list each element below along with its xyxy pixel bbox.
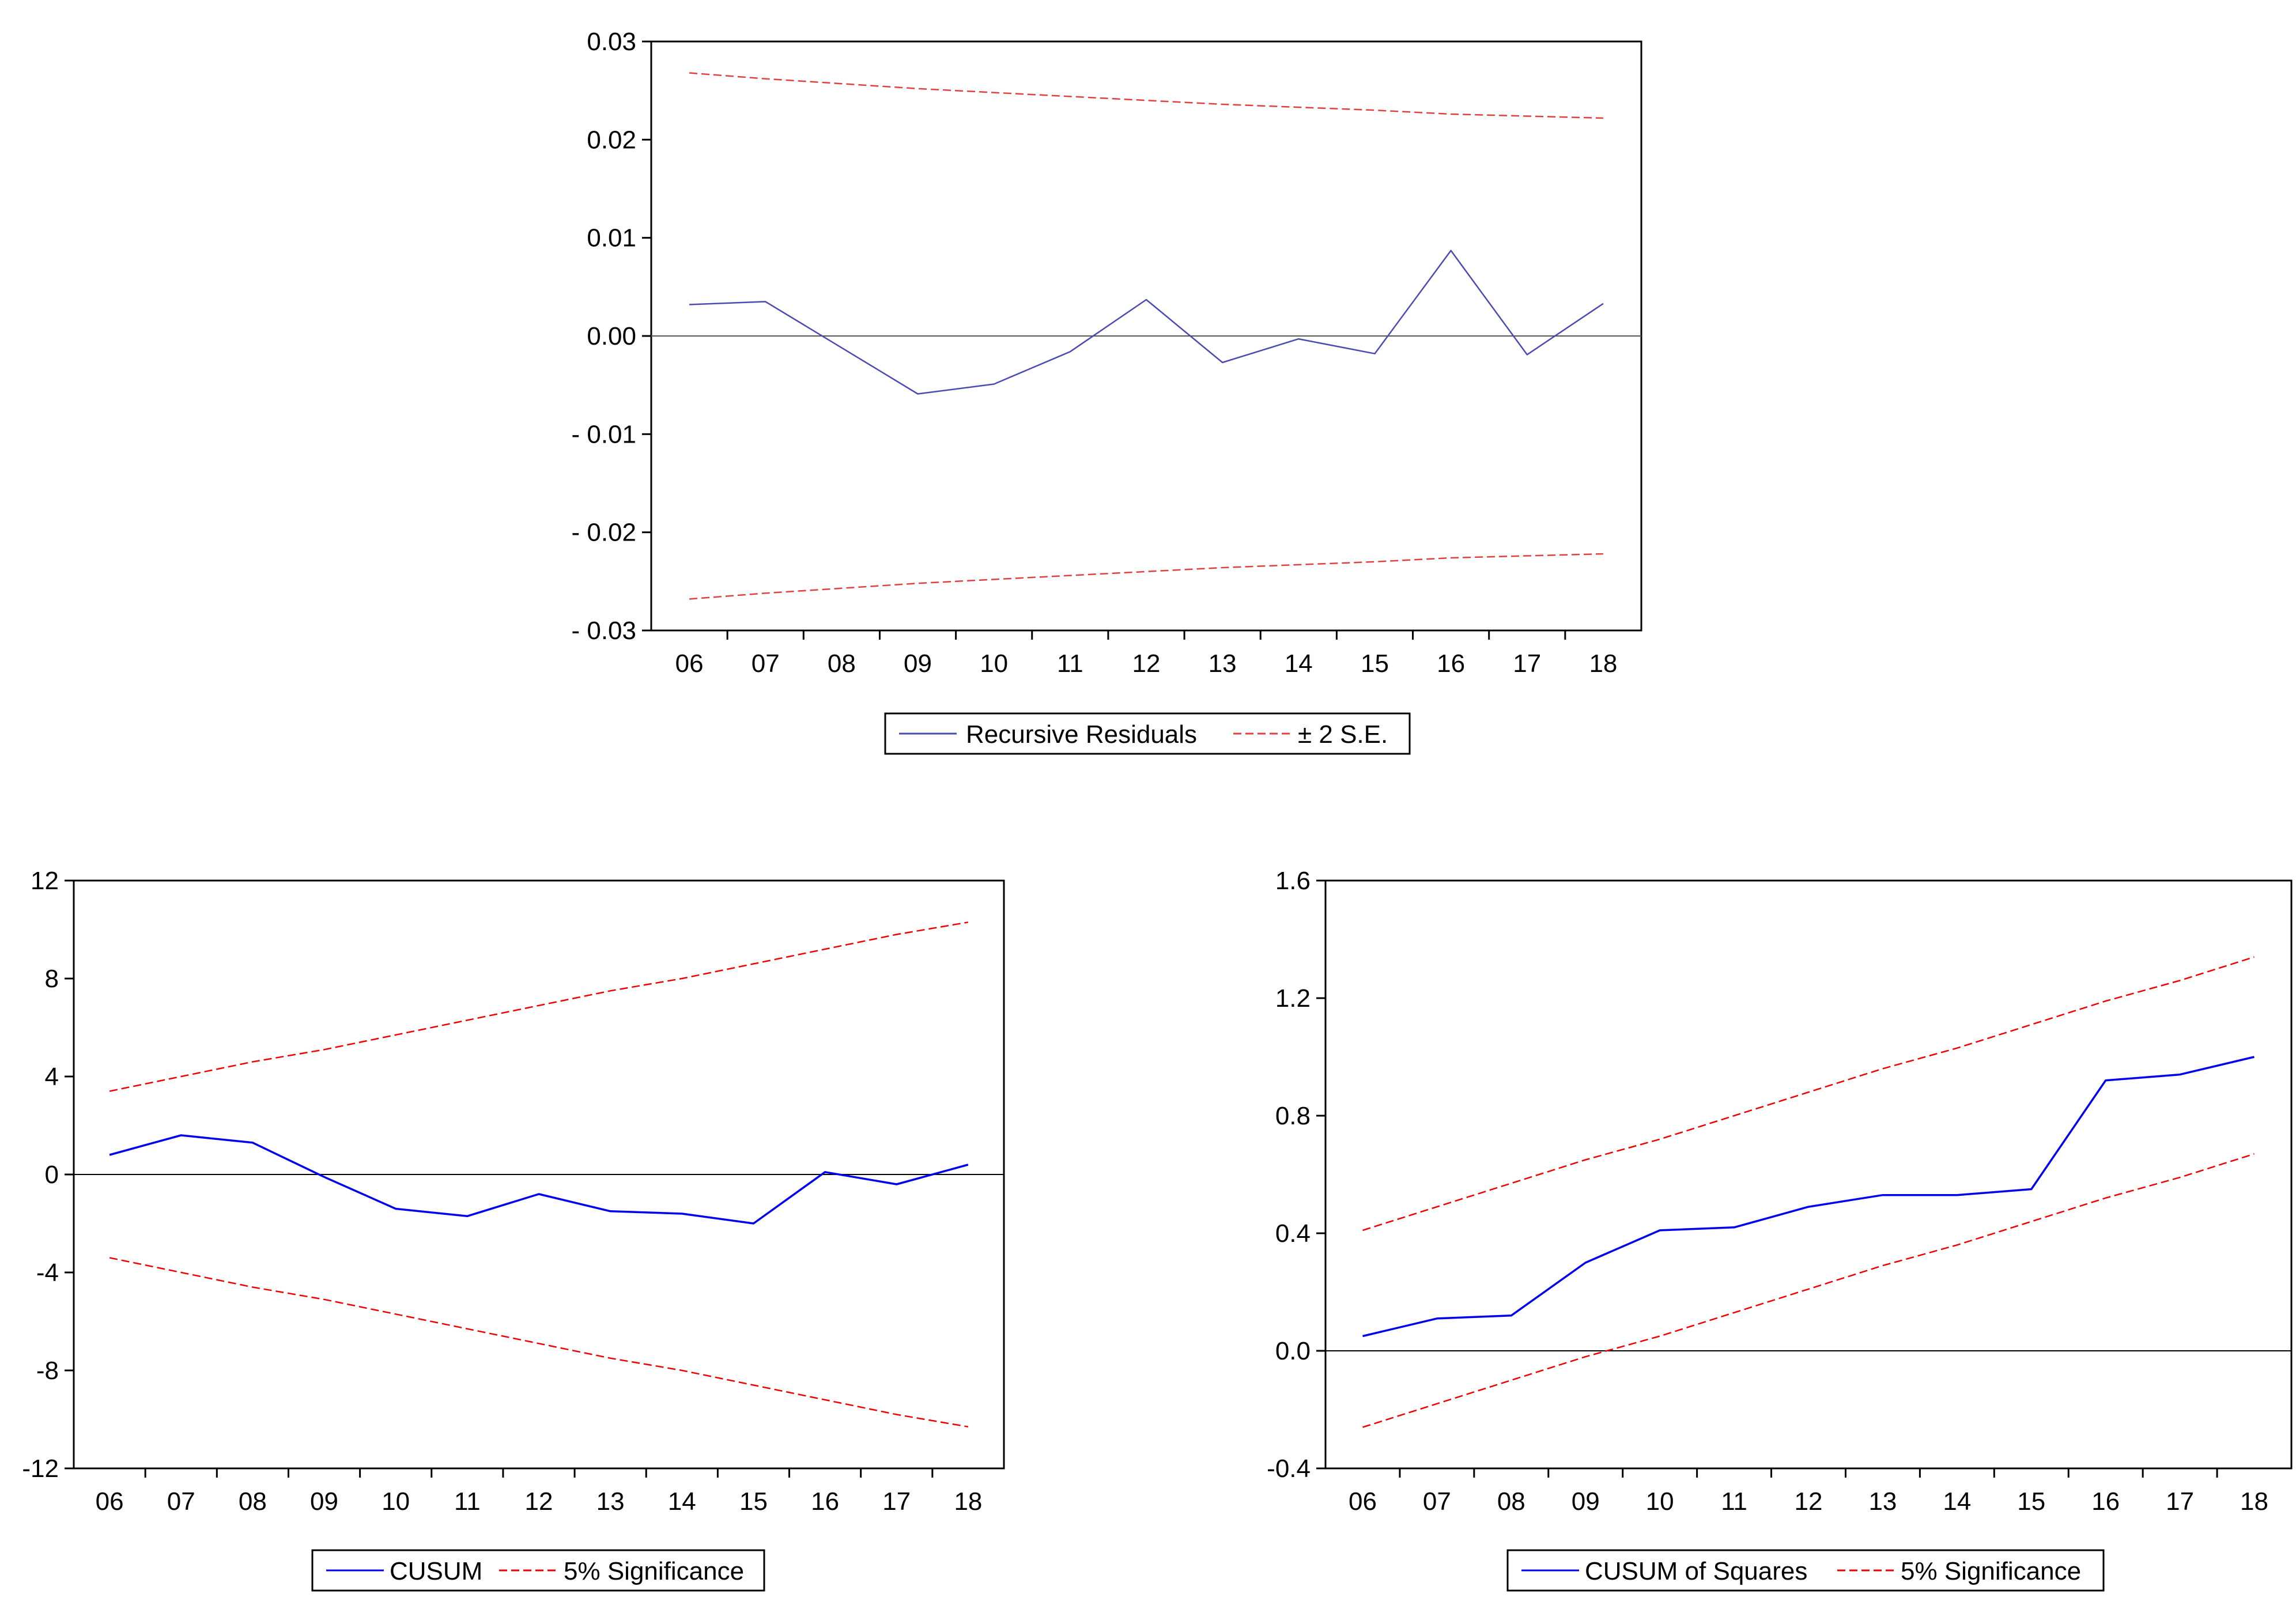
- y-tick-label: 0.4: [1275, 1219, 1311, 1248]
- y-tick-label: - 0.02: [571, 519, 636, 547]
- y-tick-label: -8: [36, 1357, 59, 1385]
- chart-marks: [651, 72, 1641, 600]
- legend: Recursive Residuals ± 2 S.E.: [884, 712, 1411, 755]
- y-tick-label: -0.4: [1267, 1455, 1311, 1483]
- x-tick-label: 11: [454, 1487, 481, 1516]
- x-tick-label: 12: [525, 1487, 553, 1516]
- x-tick-label: 16: [2091, 1487, 2120, 1516]
- x-tick-label: 17: [1513, 649, 1541, 678]
- x-tick-label: 13: [1868, 1487, 1897, 1516]
- y-tick-label: -12: [22, 1455, 59, 1483]
- x-tick-label: 14: [1943, 1487, 1971, 1516]
- x-tick-label: 10: [382, 1487, 410, 1516]
- lower-band-line: [689, 553, 1603, 600]
- axis-ticks: 06 07 08 09 10 11 12 13 14 15 16 17 18 0.03 0.02 0.01 0.…: [571, 28, 1617, 678]
- x-tick-label: 08: [1497, 1487, 1525, 1516]
- legend-label-significance: 5% Significance: [564, 1557, 744, 1585]
- y-tick-label: 0.02: [587, 126, 636, 154]
- y-tick-label: 0.00: [587, 322, 636, 350]
- x-tick-label: 07: [752, 649, 780, 678]
- x-tick-label: 18: [954, 1487, 982, 1516]
- axis-ticks: 06 07 08 09 10 11 12 13 14 15 16 17 18 1.6 1.2 0.8 0.4 0.…: [1267, 867, 2268, 1516]
- legend: CUSUM 5% Significance: [311, 1549, 765, 1592]
- x-tick-label: 16: [811, 1487, 839, 1516]
- legend-box: [1506, 1549, 2105, 1592]
- x-tick-label: 12: [1795, 1487, 1823, 1516]
- upper-band-line: [109, 921, 969, 1092]
- x-tick-label: 18: [2240, 1487, 2268, 1516]
- x-tick-label: 14: [1285, 649, 1313, 678]
- x-tick-label: 09: [310, 1487, 338, 1516]
- x-tick-label: 07: [1423, 1487, 1451, 1516]
- legend-label-residuals: Recursive Residuals: [966, 720, 1197, 749]
- lower-band-line: [1362, 1153, 2255, 1428]
- y-tick-label: 4: [45, 1063, 59, 1091]
- x-tick-label: 09: [1572, 1487, 1600, 1516]
- y-tick-label: 1.2: [1275, 984, 1311, 1013]
- y-tick-label: 0.0: [1275, 1337, 1311, 1365]
- x-tick-label: 06: [96, 1487, 124, 1516]
- legend-box: [884, 712, 1411, 755]
- y-tick-label: 1.6: [1275, 867, 1311, 895]
- x-tick-label: 10: [980, 649, 1008, 678]
- series-line-cusum: [109, 1134, 969, 1225]
- x-tick-label: 07: [167, 1487, 195, 1516]
- y-tick-label: - 0.01: [571, 420, 636, 448]
- y-tick-label: 8: [45, 965, 59, 993]
- y-tick-label: 0.01: [587, 224, 636, 252]
- upper-band-line: [1362, 956, 2255, 1232]
- legend-label-significance: 5% Significance: [1901, 1557, 2081, 1585]
- x-tick-label: 16: [1437, 649, 1465, 678]
- x-tick-label: 17: [882, 1487, 911, 1516]
- x-tick-label: 14: [668, 1487, 696, 1516]
- x-tick-label: 11: [1057, 649, 1083, 678]
- lower-band-line: [109, 1257, 969, 1428]
- legend: CUSUM of Squares 5% Significance: [1506, 1549, 2105, 1592]
- x-tick-label: 13: [1209, 649, 1237, 678]
- x-tick-label: 11: [1721, 1487, 1747, 1516]
- x-tick-label: 06: [1349, 1487, 1377, 1516]
- plot-frame: [1324, 879, 2293, 1470]
- y-tick-label: 0: [45, 1161, 59, 1189]
- x-tick-label: 15: [739, 1487, 768, 1516]
- x-tick-label: 06: [675, 649, 704, 678]
- x-tick-label: 08: [239, 1487, 267, 1516]
- series-line-recursive-residuals: [689, 250, 1604, 395]
- cusum-chart: 06 07 08 09 10 11 12 13 14 15 16 17 18 12 8 4 0 -4 -8 -12 C…: [22, 867, 1005, 1592]
- legend-label-cusum-squares: CUSUM of Squares: [1585, 1557, 1807, 1585]
- legend-label-se-band: ± 2 S.E.: [1298, 720, 1388, 749]
- x-tick-label: 17: [2166, 1487, 2194, 1516]
- chart-marks: [1326, 956, 2291, 1428]
- cusum-of-squares-chart: 06 07 08 09 10 11 12 13 14 15 16 17 18 1.6 1.2 0.8 0.4 0.…: [1267, 867, 2293, 1592]
- x-tick-label: 13: [596, 1487, 625, 1516]
- axis-ticks: 06 07 08 09 10 11 12 13 14 15 16 17 18 12 8 4 0 -4 -8 -12: [22, 867, 982, 1516]
- y-tick-label: 12: [31, 867, 59, 895]
- x-tick-label: 09: [904, 649, 932, 678]
- x-tick-label: 18: [1589, 649, 1617, 678]
- x-tick-label: 08: [828, 649, 856, 678]
- y-tick-label: -4: [36, 1259, 59, 1287]
- x-tick-label: 12: [1132, 649, 1161, 678]
- x-tick-label: 15: [2017, 1487, 2045, 1516]
- x-tick-label: 10: [1646, 1487, 1674, 1516]
- upper-band-line: [689, 72, 1603, 119]
- y-tick-label: 0.8: [1275, 1102, 1311, 1130]
- y-tick-label: 0.03: [587, 28, 636, 56]
- y-tick-label: - 0.03: [571, 617, 636, 645]
- legend-label-cusum: CUSUM: [390, 1557, 482, 1585]
- chart-marks: [74, 921, 1004, 1428]
- recursive-residuals-chart: 06 07 08 09 10 11 12 13 14 15 16 17 18 0.03 0.02 0.01 0.…: [571, 28, 1642, 755]
- series-line-cusum-of-squares: [1362, 1056, 2255, 1338]
- x-tick-label: 15: [1361, 649, 1389, 678]
